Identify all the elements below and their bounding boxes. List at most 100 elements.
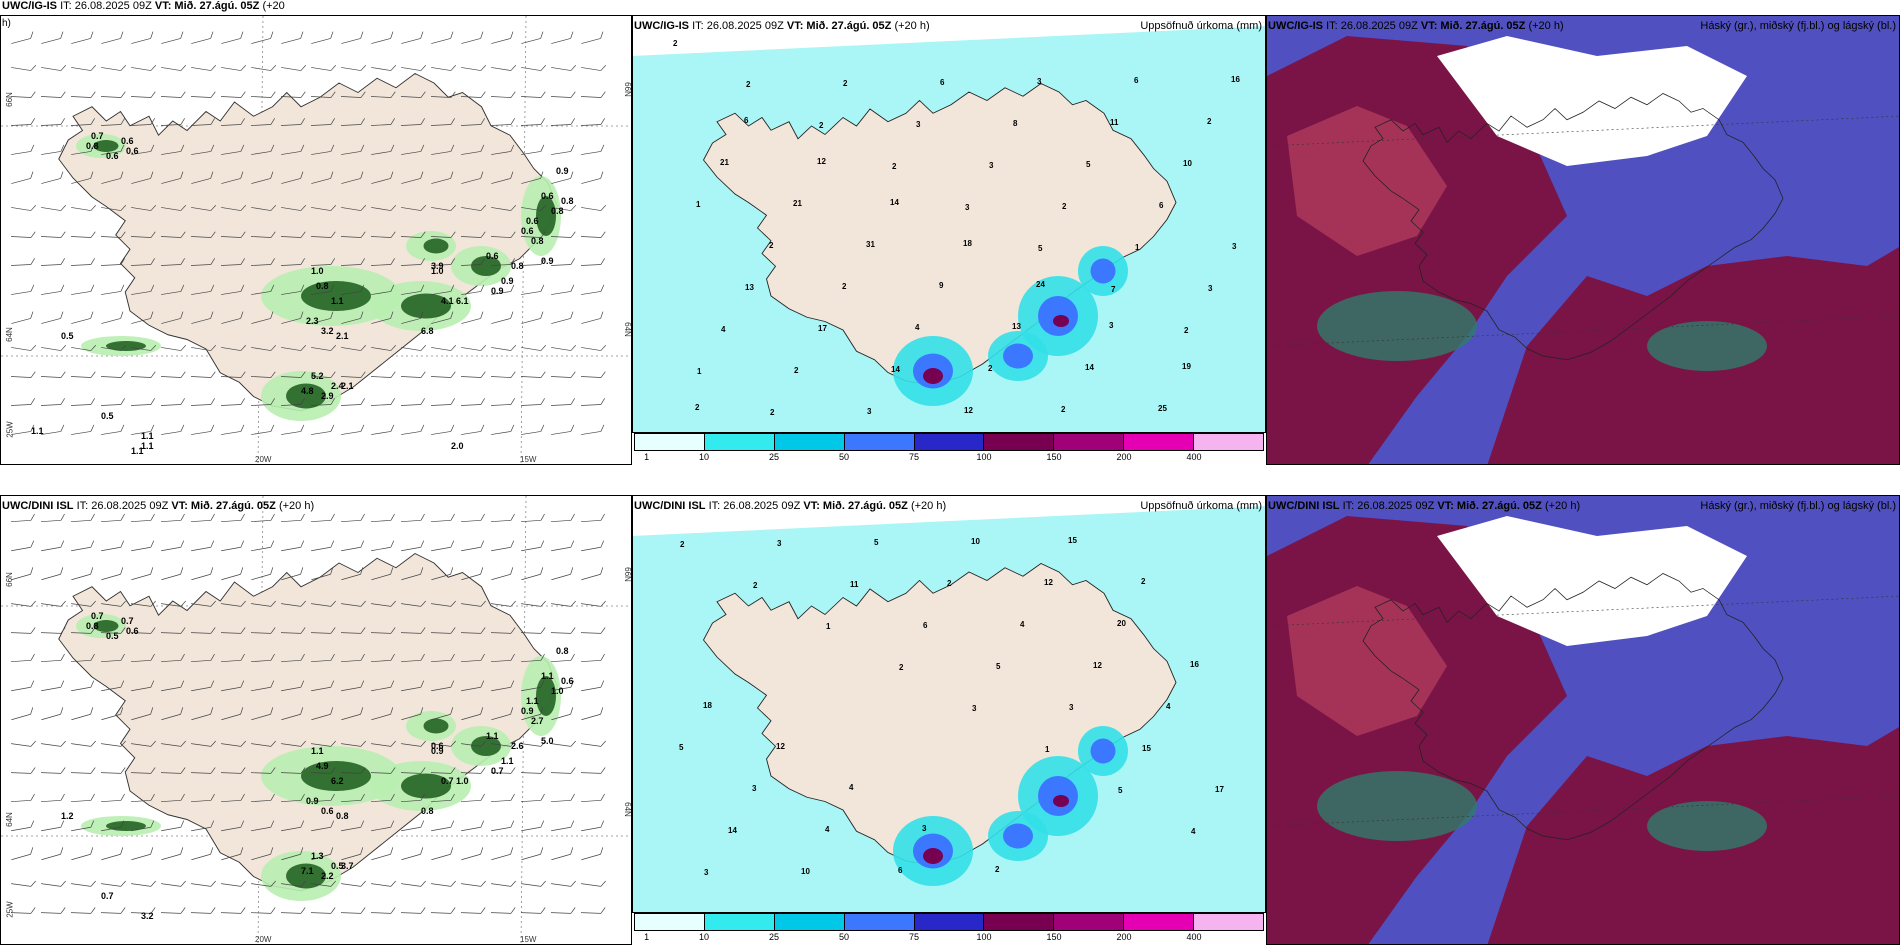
precip-amount-label: 12 [776,742,785,751]
wind-barb [131,345,157,351]
wind-barb [280,907,306,914]
wind-barb [311,424,335,435]
wind-barb [250,793,275,803]
precip-amount-label: 13 [745,283,754,292]
wind-barb [70,653,95,663]
colorbar-cell [774,914,845,930]
precip-map-bottom: 2212315433116531517141052412453461012201… [633,496,1265,912]
wind-barb [551,880,576,887]
wind-barb [100,513,125,523]
wind-barb [11,880,36,887]
wind-barb [251,31,274,44]
wind-barb [520,371,546,378]
wind-barb [461,820,485,832]
precip-value-label: 3.2 [321,326,334,336]
precip-amount-label: 10 [1183,159,1192,168]
wind-barb [370,371,396,378]
wind-barb [491,345,517,351]
precip-value-label: 0.8 [86,621,99,631]
precip-value-label: 2.4 [331,381,344,391]
wind-barb [280,398,305,406]
precip-amount-label: 16 [1231,75,1240,84]
wind-barb [220,91,246,98]
wind-barb [101,707,124,721]
init-time: IT: 26.08.2025 09Z [60,0,152,12]
precip-amount-label: 1 [697,367,702,376]
wind-barb [221,600,246,607]
wind-barb [550,767,576,774]
wind-barb [401,65,427,71]
precip-amount-label: 3 [1037,77,1042,86]
precip-value-label: 0.5 [331,861,344,871]
wind-barb [10,118,35,126]
cloud-map-top [1267,16,1899,464]
wind-barb [581,65,607,71]
wind-barb [370,258,395,266]
wind-barb [131,424,155,435]
wind-barb [41,311,64,324]
precip-value-label: 0.6 [126,626,139,636]
wind-barb [280,513,305,523]
colorbar-cell [844,434,915,450]
precip-amount-label: 6 [1134,76,1139,85]
precip-amount-label: 5 [996,662,1001,671]
wind-barb [311,567,334,581]
wind-barb [520,767,546,774]
wind-barb [341,345,367,351]
wind-barb [41,680,65,692]
precip-amount-label: 4 [1191,827,1196,836]
wind-barb [280,653,305,663]
colorbar-cell [1124,434,1195,450]
wind-barb [221,680,245,692]
wind-barb [161,540,185,552]
wind-barb [71,820,95,832]
wind-barb [371,540,395,552]
wind-barb [431,680,455,692]
wind-barb [520,231,546,238]
wind-barb [431,540,455,552]
wind-barb [460,767,486,774]
colorbar-cell [984,914,1055,930]
precip-amount-label: 2 [947,579,952,588]
precip-amount-label: 3 [1232,242,1237,251]
wind-barb [71,345,97,351]
wind-barb [521,424,545,435]
wind-barb [461,171,484,184]
wind-barb [340,907,366,914]
precip-amount-label: 2 [819,121,824,130]
wind-panel-top: 0.7 0.8 0.6 0.6 0.6 0.9 0.6 0.8 0.8 1.0 0.8 1.1 2.3 3… [0,0,632,465]
wind-barb [370,653,395,663]
precip-value-label: 0.7 [121,616,134,626]
wind-barb [221,820,245,832]
wind-barb [310,767,336,774]
precip-area-dark [93,140,119,152]
wind-barb [250,231,276,238]
wind-barb [551,65,577,71]
precip-area-dark [106,821,146,831]
wind-barb [40,371,66,378]
wind-barb [491,567,514,581]
wind-barb [461,847,484,861]
wind-barb [71,740,96,747]
precip-amount-label: 15 [1142,744,1151,753]
iceland-land [58,552,559,892]
wind-barb [490,231,516,238]
wind-barb [221,540,245,552]
wind-barb [311,600,336,607]
cloud-title-top: Háský (gr.), miðský (fj.bl.) og lágský (… [1700,20,1896,32]
wind-barb [130,91,156,98]
vt-label: VT: [786,20,804,32]
wind-barb [400,907,426,914]
wind-barb [491,144,515,155]
wind-barb [581,820,605,832]
wind-barb [401,311,424,324]
precip-amount-label: 5 [1038,244,1043,253]
wind-barb [341,144,365,155]
colorbar-tick-label: 100 [976,452,992,462]
wind-barb [550,118,575,126]
precip-value-label: 0.8 [551,206,564,216]
wind-barb [100,653,125,663]
wind-barb [551,707,574,721]
wind-barb [580,653,605,663]
precip-value-label: 0.8 [316,281,329,291]
